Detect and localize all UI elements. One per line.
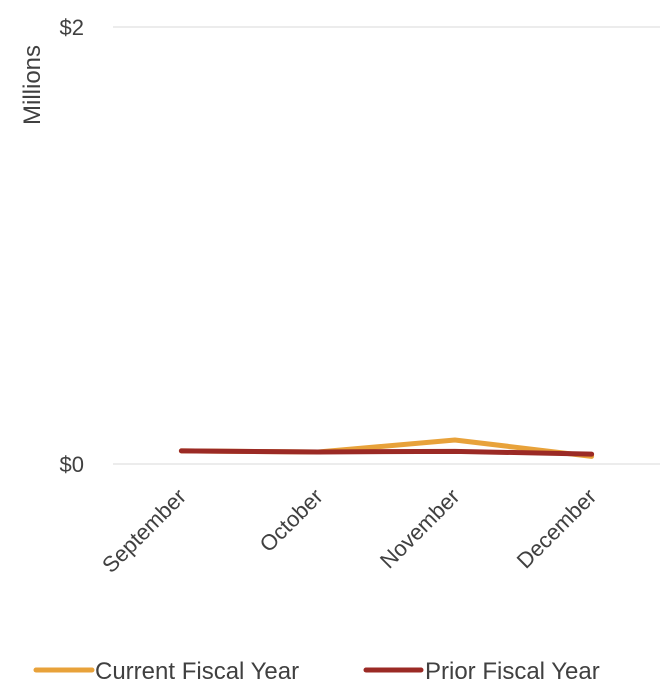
series-lines xyxy=(178,437,595,459)
series-line-prior-fiscal-year xyxy=(178,448,595,457)
y-axis-label: Millions xyxy=(19,45,46,125)
gridlines xyxy=(113,26,660,465)
y-tick-label: $2 xyxy=(60,15,84,40)
legend-label: Prior Fiscal Year xyxy=(425,658,600,685)
x-tick-label: October xyxy=(255,484,328,557)
x-tick-label: November xyxy=(375,484,464,573)
y-axis-ticks: $0 $2 xyxy=(60,15,84,477)
x-tick-label: September xyxy=(97,484,191,578)
legend: Current Fiscal Year Prior Fiscal Year xyxy=(33,658,600,685)
x-tick-label: December xyxy=(512,484,601,573)
y-tick-label: $0 xyxy=(60,452,84,477)
x-axis-labels: September October November December xyxy=(97,484,601,578)
legend-label: Current Fiscal Year xyxy=(95,658,299,685)
